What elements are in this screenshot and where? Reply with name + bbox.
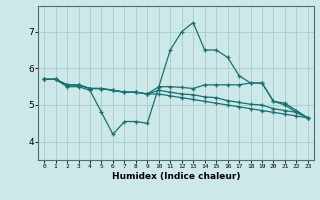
X-axis label: Humidex (Indice chaleur): Humidex (Indice chaleur) xyxy=(112,172,240,181)
